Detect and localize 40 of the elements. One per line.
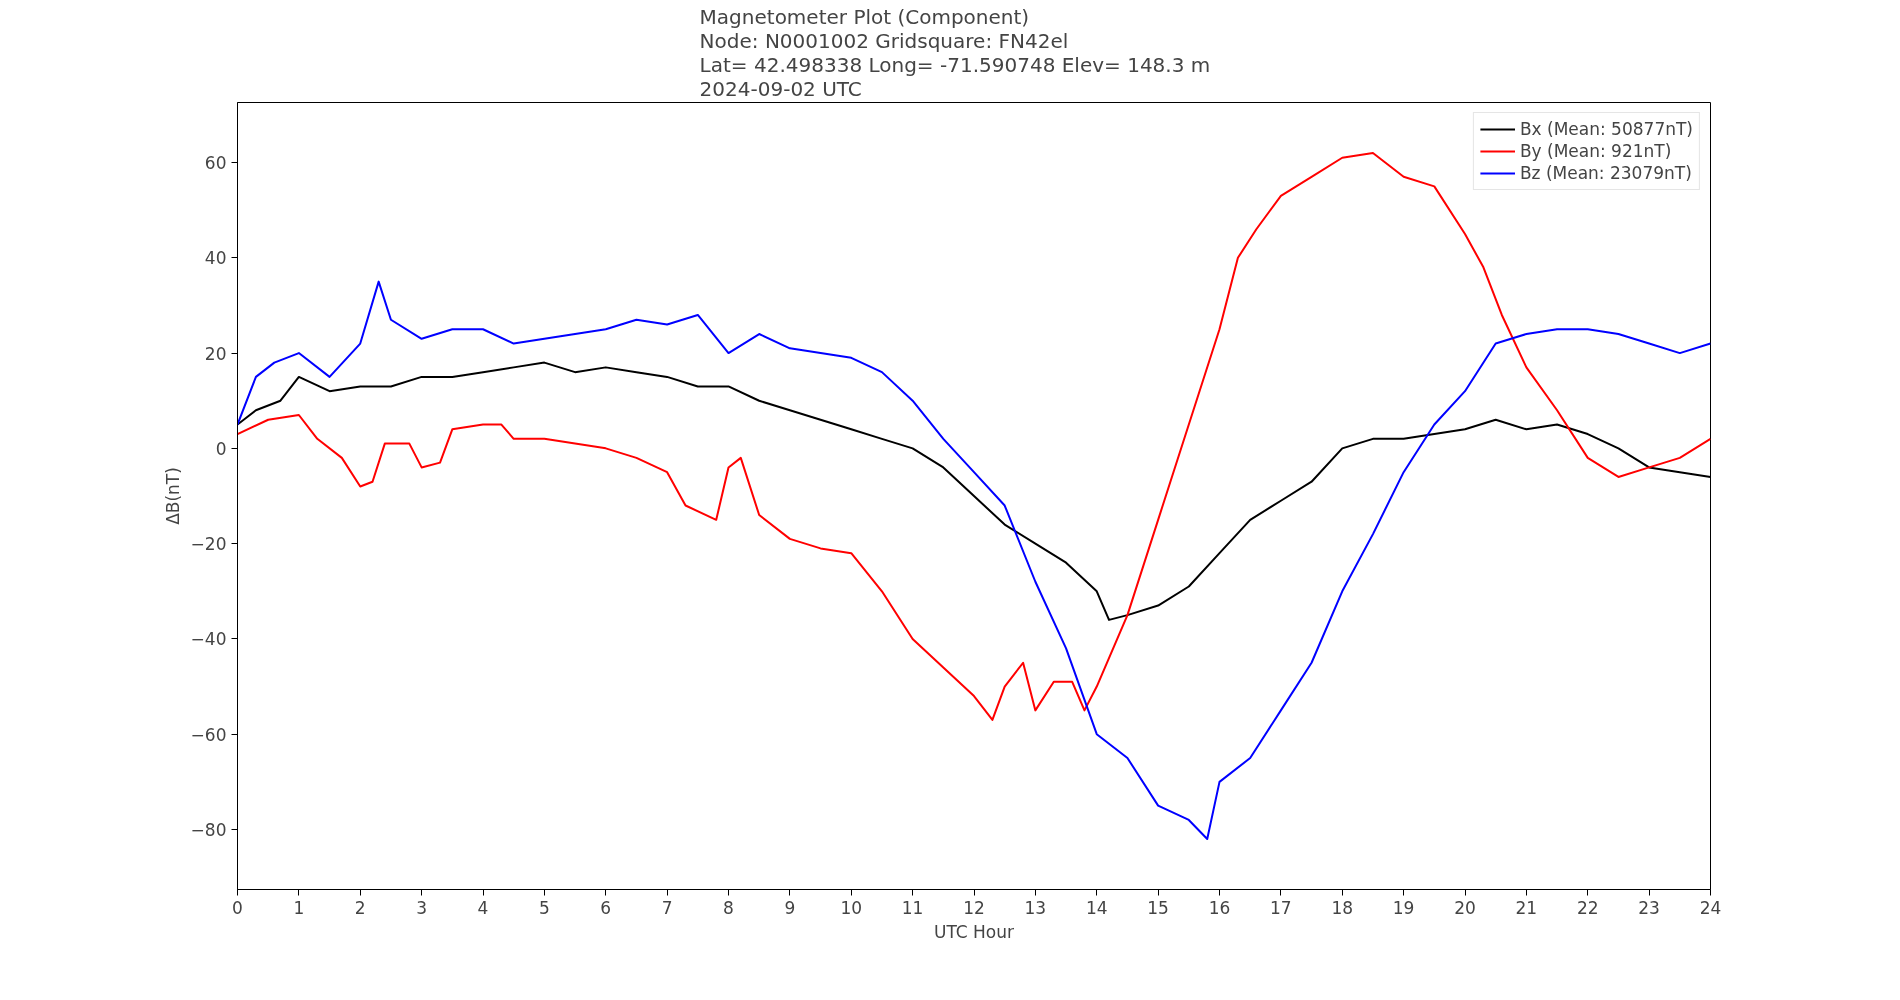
x-tick-label: 10 [840, 897, 863, 918]
y-tick-label: −60 [190, 724, 227, 745]
x-tick-label: 3 [416, 897, 428, 918]
x-tick-label: 7 [661, 897, 673, 918]
y-tick-label: −80 [190, 819, 227, 840]
x-tick-label: 12 [963, 897, 985, 918]
x-tick-label: 18 [1331, 897, 1354, 918]
x-tick-label: 13 [1024, 897, 1047, 918]
y-tick-label: 20 [204, 343, 227, 364]
y-tick-label: 0 [215, 438, 227, 459]
y-tick-label: −40 [190, 629, 227, 650]
x-tick-label: 11 [901, 897, 924, 918]
x-tick-label: 23 [1638, 897, 1660, 918]
x-tick-label: 8 [723, 897, 734, 918]
x-tick-label: 0 [232, 897, 243, 918]
x-tick-label: 1 [293, 897, 305, 918]
x-tick-label: 17 [1270, 897, 1292, 918]
chart-title: Magnetometer Plot (Component) Node: N0001002 Gridsquare: FN42el Lat= 42.498338 Long= -71.590748 Elev= 148.3 m 2024-09-02 UTC [699, 4, 1211, 101]
legend-label: By (Mean: 921nT) [1519, 141, 1672, 161]
y-tick-label: −20 [190, 534, 227, 555]
x-tick-label: 9 [784, 897, 796, 918]
y-tick-label: 40 [204, 248, 227, 269]
line-series [237, 280, 1711, 840]
y-axis-title: ΔB(nT) [162, 467, 183, 525]
x-tick-label: 15 [1147, 897, 1169, 918]
x-tick-label: 4 [477, 897, 489, 918]
x-tick-label: 22 [1576, 897, 1599, 918]
x-tick-label: 6 [600, 897, 612, 918]
legend-label: Bx (Mean: 50877nT) [1519, 119, 1693, 139]
x-tick-label: 19 [1392, 897, 1415, 918]
x-tick-label: 21 [1515, 897, 1538, 918]
y-tick-label: 60 [204, 153, 227, 174]
x-tick-label: 16 [1208, 897, 1231, 918]
x-tick-label: 24 [1699, 897, 1722, 918]
x-tick-label: 5 [538, 897, 550, 918]
legend-label: Bz (Mean: 23079nT) [1519, 163, 1692, 183]
x-axis-title: UTC Hour [933, 921, 1015, 942]
x-tick-label: 20 [1454, 897, 1476, 918]
x-tick-label: 14 [1085, 897, 1108, 918]
x-tick-label: 2 [354, 897, 366, 918]
